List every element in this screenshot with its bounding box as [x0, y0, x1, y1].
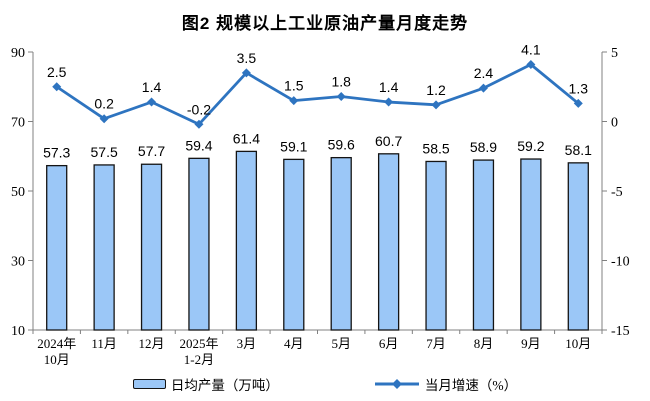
line-marker: [99, 114, 109, 124]
line-value-label: 1.4: [142, 79, 162, 95]
y-axis-left-tick-label: 30: [11, 255, 25, 270]
bar-value-label: 60.7: [375, 133, 402, 149]
legend-item-bar-series: 日均产量（万吨）: [132, 374, 279, 394]
y-axis-left-tick-label: 70: [11, 116, 25, 131]
line-value-label: 1.5: [284, 78, 304, 94]
bar-value-label: 58.1: [565, 142, 592, 158]
bar: [567, 162, 589, 331]
y-axis-right-tick-label: -15: [611, 324, 630, 339]
bar: [520, 158, 542, 331]
line-marker: [384, 97, 394, 107]
x-axis-category-label: 2025年 1-2月: [179, 336, 218, 367]
bar-value-label: 58.5: [422, 140, 449, 156]
line-value-label: 1.8: [331, 73, 351, 89]
line-value-label: 0.2: [94, 96, 114, 112]
line-value-label: 1.3: [569, 80, 589, 96]
bar: [283, 158, 305, 331]
line-marker: [289, 96, 299, 106]
growth-line: [55, 63, 580, 126]
bar: [46, 164, 68, 331]
x-axis-category-label: 2024年 10月: [37, 336, 76, 367]
line-marker: [478, 83, 488, 93]
y-axis-right-tick-label: -5: [611, 185, 623, 200]
legend: 日均产量（万吨） 当月增速（%）: [0, 374, 650, 394]
x-axis-category-label: 7月: [426, 336, 446, 351]
line-value-label: 1.4: [379, 79, 399, 95]
bar-value-label: 57.7: [138, 143, 165, 159]
x-axis-category-label: 6月: [379, 336, 399, 351]
line-marker: [241, 68, 251, 78]
bar-value-label: 58.9: [470, 139, 497, 155]
line-series-swatch-icon: [374, 379, 419, 389]
bar: [425, 160, 447, 331]
y-axis-left-tick-label: 50: [11, 185, 25, 200]
y-axis-left-tick-label: 90: [11, 46, 25, 61]
line-value-label: 2.4: [474, 65, 494, 81]
bar: [188, 157, 210, 331]
x-axis-category-label: 4月: [284, 336, 304, 351]
bar-series-swatch-icon: [132, 379, 166, 389]
bar-value-label: 59.6: [328, 137, 355, 153]
legend-label-bar-series: 日均产量（万吨）: [170, 378, 279, 393]
x-axis-category-label: 3月: [237, 336, 257, 351]
bar-value-label: 57.3: [43, 145, 70, 161]
y-axis-left-tick-label: 10: [11, 324, 25, 339]
x-axis-category-label: 11月: [91, 336, 117, 351]
line-value-label: -0.2: [187, 101, 211, 117]
line-marker: [431, 100, 441, 110]
bar-value-label: 61.4: [233, 130, 260, 146]
x-axis-category-label: 8月: [474, 336, 494, 351]
x-axis-category-label: 12月: [139, 336, 165, 351]
bar: [472, 159, 495, 331]
line-value-label: 4.1: [521, 42, 541, 58]
bar: [377, 153, 400, 331]
line-marker: [52, 82, 62, 92]
line-value-label: 2.5: [47, 64, 67, 80]
legend-item-line-series: 当月增速（%）: [374, 374, 517, 394]
y-axis-right-tick-label: 0: [611, 116, 618, 131]
x-axis-category-label: 10月: [565, 336, 591, 351]
bar: [235, 150, 258, 331]
bar-value-label: 59.1: [280, 138, 307, 154]
y-axis-right-tick-label: 5: [611, 46, 618, 61]
bar-value-label: 59.4: [185, 137, 212, 153]
line-marker: [194, 119, 204, 129]
legend-label-line-series: 当月增速（%）: [424, 378, 518, 393]
bar: [93, 164, 115, 331]
chart-title: 图2 规模以上工业原油产量月度走势: [181, 14, 469, 33]
line-marker: [336, 91, 346, 101]
bar-value-label: 57.5: [91, 144, 118, 160]
line-value-label: 3.5: [237, 50, 257, 66]
bar: [330, 156, 352, 331]
line-marker: [147, 97, 157, 107]
x-axis-category-label: 9月: [521, 336, 541, 351]
bar: [140, 163, 163, 331]
y-axis-right-tick-label: -10: [611, 255, 630, 270]
line-marker: [573, 98, 583, 108]
bar-value-label: 59.2: [517, 138, 544, 154]
x-axis-category-label: 5月: [331, 336, 351, 351]
line-marker: [526, 60, 536, 70]
line-value-label: 1.2: [426, 82, 446, 98]
